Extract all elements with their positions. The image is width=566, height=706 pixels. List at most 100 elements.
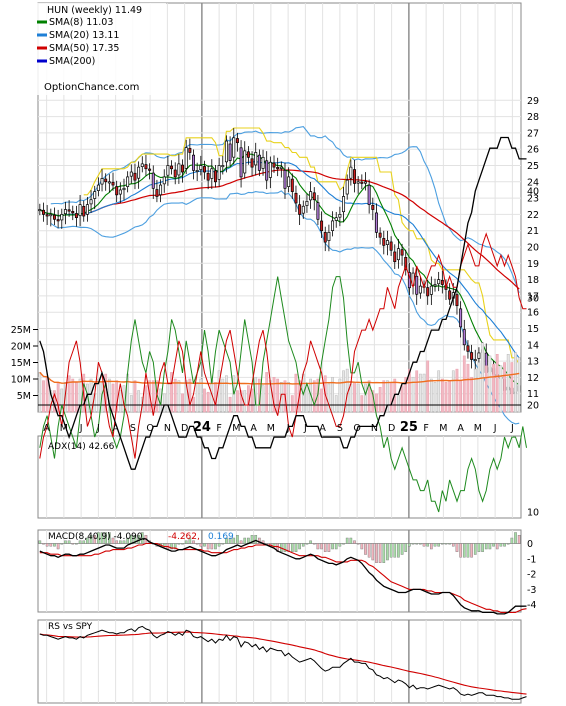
price-candle <box>239 147 243 178</box>
macd-histogram-bar <box>217 543 221 547</box>
volume-tick-label: 5M <box>17 391 31 402</box>
price-candle <box>93 191 97 199</box>
volume-bar <box>473 368 477 413</box>
macd-histogram-bar <box>320 543 323 550</box>
price-candle <box>104 178 108 183</box>
macd-histogram-bar <box>488 543 492 550</box>
macd-histogram-bar <box>495 543 499 550</box>
price-candle <box>217 165 221 180</box>
x-tick-label: 24 <box>193 420 211 435</box>
price-candle <box>327 231 331 241</box>
price-candle <box>396 248 400 261</box>
x-tick-label: M <box>232 423 240 434</box>
minus-di-line <box>39 232 527 459</box>
macd-histogram-bar <box>56 543 60 550</box>
macd-histogram-bar <box>214 543 217 550</box>
price-tick-label: 28 <box>527 112 539 123</box>
volume-bar <box>349 383 353 413</box>
macd-histogram-bar <box>327 543 331 552</box>
x-tick-label: 25 <box>400 420 418 435</box>
macd-histogram-bar <box>133 535 137 544</box>
price-candle <box>429 285 433 295</box>
x-tick-label: A <box>250 423 257 434</box>
macd-histogram-bar <box>419 543 422 545</box>
volume-bar <box>382 380 386 413</box>
price-candle <box>133 172 137 181</box>
macd-histogram-bar <box>481 543 484 552</box>
macd-histogram-bar <box>203 543 206 547</box>
macd-histogram-bar <box>294 543 298 552</box>
macd-histogram-bar <box>192 540 195 544</box>
price-candle <box>254 152 258 166</box>
macd-histogram-bar <box>397 543 400 558</box>
volume-bar <box>236 390 239 413</box>
price-candle <box>250 158 254 168</box>
price-candle <box>173 169 177 178</box>
volume-bar <box>144 385 148 413</box>
price-tick-label: 13 <box>527 357 539 368</box>
volume-bar <box>444 382 448 413</box>
macd-histogram-bar <box>97 532 100 544</box>
macd-histogram-bar <box>459 543 462 558</box>
volume-bar <box>466 363 470 413</box>
price-candle <box>243 150 247 174</box>
volume-bar <box>514 352 517 413</box>
price-candle <box>374 212 378 233</box>
price-candle <box>232 137 236 158</box>
volume-tick-label: 20M <box>11 342 31 353</box>
x-tick-label: M <box>439 423 447 434</box>
rs-label: RS vs SPY <box>48 622 93 632</box>
macd-histogram-bar <box>228 537 232 544</box>
price-candle <box>448 290 452 300</box>
macd-histogram-bar <box>67 540 71 544</box>
volume-bar <box>342 370 345 413</box>
macd-histogram-bar <box>345 537 349 544</box>
price-candle <box>309 191 313 201</box>
volume-bar <box>203 388 206 413</box>
volume-bar <box>225 375 228 413</box>
macd-histogram-bar <box>250 535 254 544</box>
macd-histogram-bar <box>499 543 503 547</box>
macd-histogram-bar <box>367 543 371 558</box>
volume-bar <box>488 355 492 413</box>
price-candle <box>107 181 111 184</box>
macd-histogram-bar <box>221 543 225 545</box>
price-candle <box>367 184 371 205</box>
price-candle <box>56 219 60 222</box>
x-tick-label: S <box>130 423 136 434</box>
macd-histogram-bar <box>283 543 287 552</box>
x-tick-label: F <box>216 423 221 434</box>
macd-histogram-bar <box>188 537 192 544</box>
macd-histogram-bar <box>258 537 261 544</box>
macd-histogram-bar <box>353 540 356 544</box>
macd-histogram-bar <box>254 535 258 544</box>
macd-histogram-bar <box>184 540 188 544</box>
price-candle <box>371 205 375 210</box>
price-candle <box>473 359 477 362</box>
price-candle <box>393 251 397 263</box>
x-tick-label: D <box>181 423 188 434</box>
macd-histogram-bar <box>49 543 53 547</box>
price-candle <box>440 279 444 285</box>
macd-histogram-bar <box>177 543 181 545</box>
x-tick-label: M <box>474 423 482 434</box>
price-candle <box>111 181 115 186</box>
volume-bar <box>499 365 503 413</box>
volume-bar <box>367 380 371 413</box>
price-candle <box>184 147 188 169</box>
volume-bar <box>265 372 269 413</box>
macd-histogram-bar <box>170 543 173 550</box>
rs-frame <box>37 619 522 704</box>
macd-histogram-bar <box>298 543 301 550</box>
macd-histogram-bar <box>422 543 426 547</box>
volume-bar <box>45 377 49 413</box>
price-candle <box>246 151 250 158</box>
price-candle <box>360 181 364 184</box>
price-candle <box>122 187 126 191</box>
price-candle <box>385 240 389 245</box>
volume-bar <box>67 375 71 413</box>
macd-histogram-bar <box>466 543 470 558</box>
volume-bar <box>364 383 367 413</box>
macd-panel <box>38 532 527 615</box>
